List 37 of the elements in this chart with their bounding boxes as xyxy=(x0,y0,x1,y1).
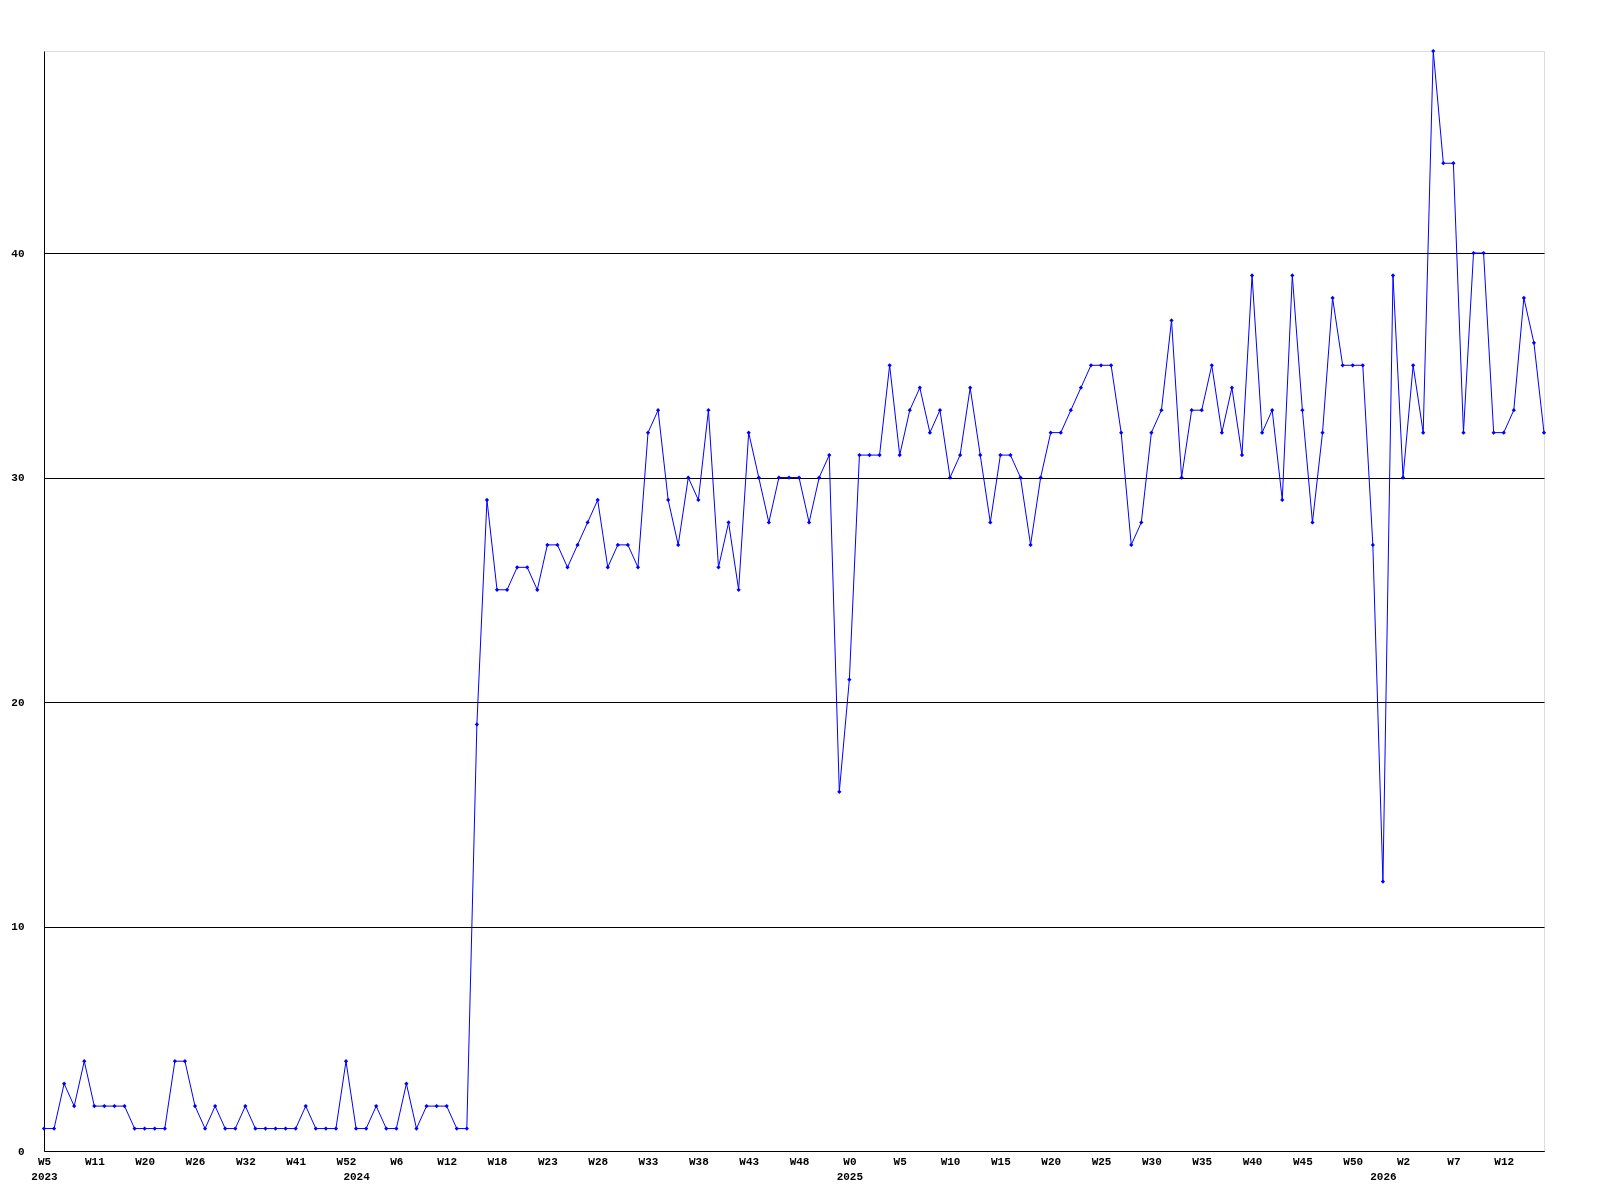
x-tick-label: W0 2025 xyxy=(836,1155,864,1183)
x-tick-label: W40 xyxy=(1242,1155,1263,1168)
x-tick-label: W15 xyxy=(990,1155,1012,1168)
x-tick-label: W45 xyxy=(1292,1155,1314,1168)
x-tick-label: W6 xyxy=(390,1155,404,1168)
x-tick-label: W5 xyxy=(893,1155,908,1168)
x-tick-label: W2 xyxy=(1396,1155,1411,1168)
x-tick-label: W48 xyxy=(789,1155,810,1168)
x-tick-label: W12 xyxy=(437,1155,458,1168)
x-tick-label: W20 xyxy=(135,1155,156,1168)
x-tick-label: W20 xyxy=(1041,1155,1062,1168)
x-tick-label: W43 xyxy=(739,1155,760,1168)
x-tick-label: W35 xyxy=(1192,1155,1213,1168)
y-tick-label: 20 xyxy=(11,696,25,709)
x-tick-label: W52 xyxy=(336,1155,357,1168)
x-tick-label: W50 xyxy=(1343,1155,1364,1168)
x-tick-label: W18 xyxy=(487,1155,508,1168)
y-tick-label: 30 xyxy=(11,472,25,485)
x-tick-label: W30 xyxy=(1141,1155,1162,1168)
x-tick-label: W23 xyxy=(537,1155,559,1168)
x-tick-label: W25 xyxy=(1091,1155,1112,1168)
x-tick-label: W41 xyxy=(286,1155,307,1168)
x-tick-label: W10 xyxy=(940,1155,961,1168)
x-tick-label: W7 xyxy=(1447,1155,1461,1168)
x-tick-label: W12 xyxy=(1494,1155,1515,1168)
x-tick-label: W28 xyxy=(588,1155,609,1168)
x-tick-label: 2024 xyxy=(343,1170,371,1183)
y-tick-label: 40 xyxy=(11,247,25,260)
x-tick-label: W33 xyxy=(638,1155,659,1168)
x-tick-label: W26 xyxy=(185,1155,206,1168)
y-tick-label: 0 xyxy=(17,1145,25,1158)
x-tick-label: W32 xyxy=(235,1155,256,1168)
x-tick-label: W38 xyxy=(688,1155,710,1168)
x-tick-label: 2026 xyxy=(1370,1170,1397,1183)
y-tick-label: 10 xyxy=(11,921,25,934)
x-tick-label: W5 2023 xyxy=(31,1155,59,1183)
x-tick-label: W11 xyxy=(84,1155,106,1168)
